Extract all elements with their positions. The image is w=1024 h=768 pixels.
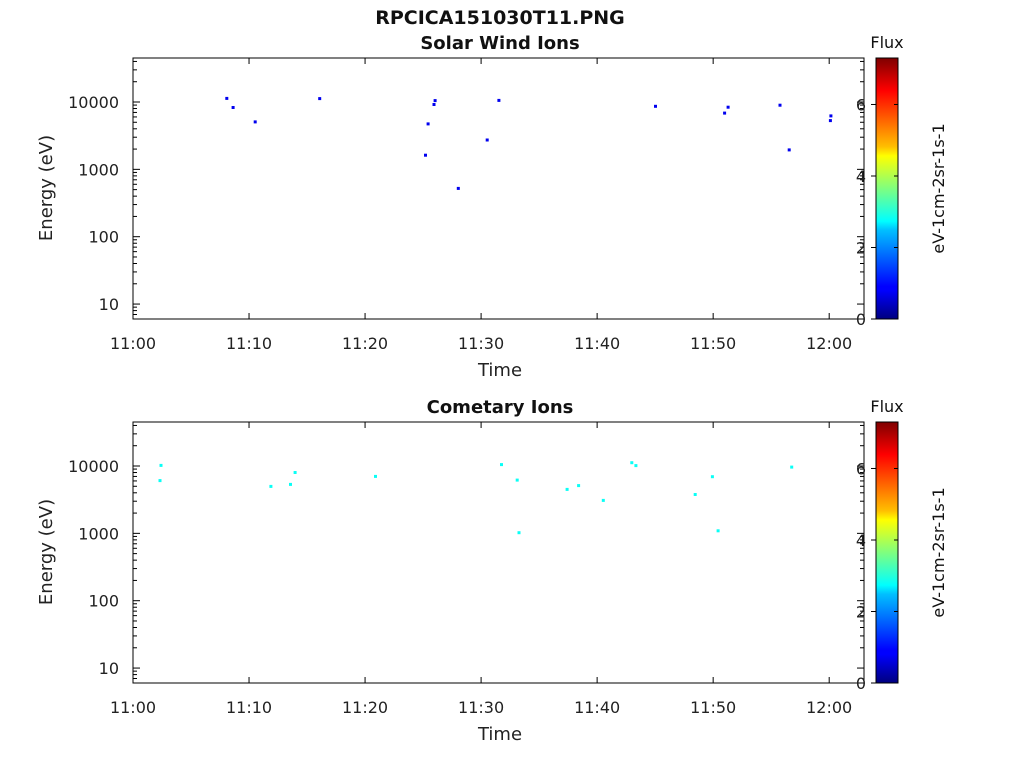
heatmap-cell: [630, 461, 634, 465]
x-tick-label: 11:20: [342, 334, 388, 353]
x-tick-label: 11:10: [226, 334, 272, 353]
heatmap-cell: [231, 106, 235, 109]
heatmap-cell: [723, 111, 727, 115]
y-tick-label: 100: [88, 228, 119, 247]
x-tick-label: 11:20: [342, 698, 388, 717]
heatmap-cell: [500, 463, 503, 467]
heatmap-cell: [710, 475, 714, 479]
heatmap-cell: [485, 138, 489, 142]
heatmap-cell: [726, 105, 730, 109]
heatmap-cell: [790, 465, 794, 469]
heatmap-cells: [225, 96, 833, 190]
y-axis-label: Energy (eV): [36, 135, 57, 241]
heatmap-cell: [253, 120, 257, 124]
panel-solar-wind: Solar Wind Ions 11:00 11:10 11:20 11:30 11:4…: [36, 33, 948, 381]
colorbar-tick-label: 0: [856, 674, 866, 693]
heatmap-cell: [787, 148, 791, 152]
heatmap-cell: [432, 103, 436, 106]
x-tick-label: 11:40: [574, 334, 620, 353]
y-tick-label: 100: [88, 592, 119, 611]
x-axis-label: Time: [477, 360, 522, 381]
heatmap-cell: [426, 122, 430, 126]
colorbar-unit: eV-1cm-2sr-1s-1: [929, 487, 948, 617]
colorbar-gradient: [875, 57, 899, 320]
heatmap-cell: [515, 478, 519, 482]
heatmap-cell: [654, 104, 657, 108]
heatmap-cell: [433, 99, 437, 103]
heatmap-cell: [424, 153, 427, 157]
panel-title: Solar Wind Ions: [420, 33, 579, 54]
x-tick-label: 11:00: [110, 334, 156, 353]
heatmap-cell: [225, 96, 229, 100]
x-tick-label: 11:30: [458, 698, 504, 717]
heatmap-cell: [456, 186, 460, 190]
panel-title: Cometary Ions: [427, 397, 574, 418]
heatmap-cell: [577, 484, 581, 488]
y-tick-label: 10000: [68, 93, 119, 112]
heatmap-cell: [829, 114, 833, 118]
x-tick-label: 11:00: [110, 698, 156, 717]
x-tick-label: 11:10: [226, 698, 272, 717]
heatmap-cell: [318, 97, 322, 101]
axes: 11:00 11:10 11:20 11:30 11:40 11:50 12:00 10 100…: [68, 58, 864, 353]
panel-cometary: Cometary Ions 11:00 11:10 11:20 11:30 11:40 1…: [36, 397, 948, 745]
colorbar-tick-label: 2: [856, 602, 866, 621]
y-tick-label: 10: [99, 659, 119, 678]
heatmap-cell: [374, 474, 377, 478]
colorbar-tick-label: 4: [856, 167, 866, 186]
plot-frame: [132, 57, 865, 320]
y-tick-label: 1000: [78, 524, 119, 543]
x-tick-label: 11:30: [458, 334, 504, 353]
heatmap-cell: [828, 119, 832, 123]
heatmap-cell: [601, 498, 605, 502]
x-tick-label: 11:40: [574, 698, 620, 717]
colorbar-tick-label: 4: [856, 531, 866, 550]
y-axis-label: Energy (eV): [36, 499, 57, 605]
heatmap-cell: [159, 463, 163, 467]
heatmap-cell: [716, 529, 720, 533]
colorbar-tick-label: 0: [856, 310, 866, 329]
x-tick-label: 11:50: [690, 698, 736, 717]
plot-frame: [132, 421, 865, 684]
x-tick-label: 11:50: [690, 334, 736, 353]
heatmap-cell: [158, 479, 162, 483]
heatmap-cell: [269, 484, 273, 488]
colorbar: Flux 0 2 4 6 eV-1cm-2sr-1s-1: [856, 33, 948, 329]
x-axis-label: Time: [477, 724, 522, 745]
heatmap-cell: [293, 471, 297, 474]
y-tick-label: 10: [99, 295, 119, 314]
colorbar-label: Flux: [870, 33, 903, 52]
heatmap-cells: [158, 461, 794, 535]
colorbar-unit: eV-1cm-2sr-1s-1: [929, 123, 948, 253]
y-tick-label: 1000: [78, 160, 119, 179]
heatmap-cell: [497, 98, 501, 102]
heatmap-cell: [517, 531, 521, 535]
figure-title: RPCICA151030T11.PNG: [375, 7, 625, 29]
heatmap-cell: [565, 487, 569, 491]
heatmap-cell: [634, 464, 638, 468]
heatmap-cell: [289, 482, 292, 486]
colorbar-label: Flux: [870, 397, 903, 416]
colorbar-gradient: [875, 421, 899, 684]
heatmap-cell: [693, 493, 697, 496]
colorbar-tick-label: 2: [856, 238, 866, 257]
colorbar-tick-label: 6: [856, 459, 866, 478]
y-tick-label: 10000: [68, 457, 119, 476]
x-tick-label: 12:00: [806, 698, 852, 717]
x-tick-label: 12:00: [806, 334, 852, 353]
colorbar-tick-label: 6: [856, 95, 866, 114]
colorbar: Flux 0 2 4 6 eV-1cm-2sr-1s-1: [856, 397, 948, 693]
heatmap-cell: [778, 103, 782, 107]
axes: 11:00 11:10 11:20 11:30 11:40 11:50 12:00 10 100…: [68, 422, 864, 717]
